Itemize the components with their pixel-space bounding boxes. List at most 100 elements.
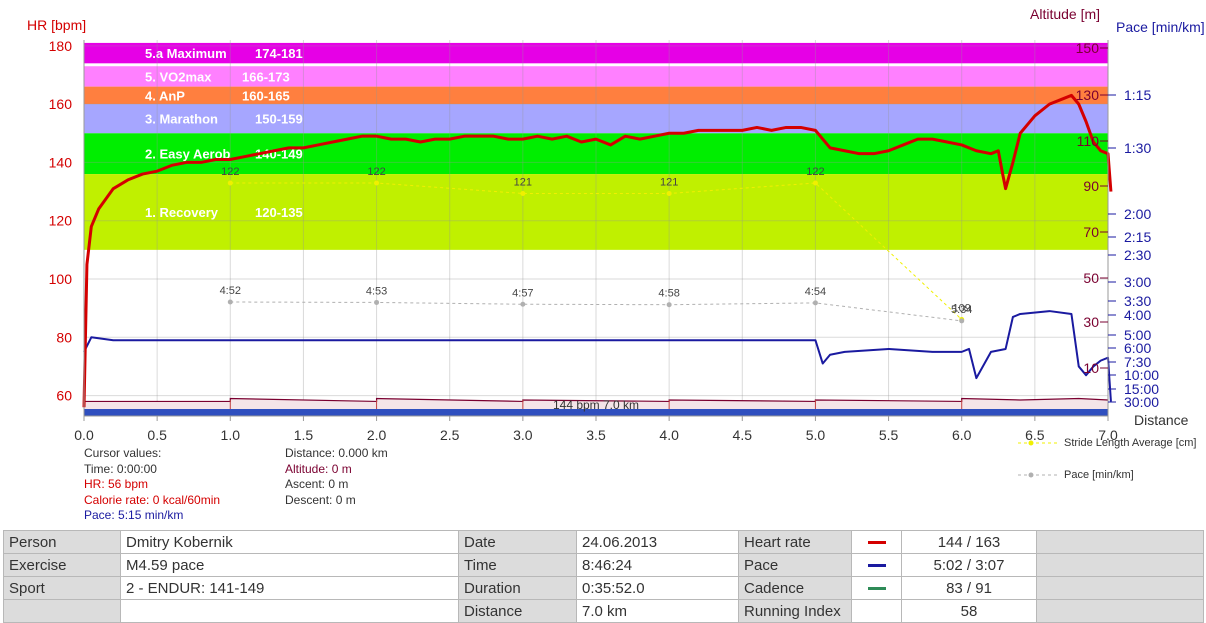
heartrate-label: Heart rate [738,530,852,554]
stride-label: 122 [806,166,824,178]
altitude-tick-label: 90 [1083,178,1099,194]
x-tick-label: 6.0 [952,427,972,443]
altitude-axis-title: Altitude [m] [1030,6,1101,22]
x-axis-title: Distance [1134,412,1189,428]
line-swatch-icon [867,587,886,591]
cursor-time: Time: 0:00:00 [84,461,157,476]
altitude-tick-label: 50 [1083,270,1099,286]
lap-summary-label: 144 bpm 7.0 km [553,398,639,412]
hr-zone-label: 5.a Maximum [145,46,227,61]
person-label: Person [3,530,121,554]
empty-cell [851,599,902,623]
axes: 60 80 100 120 140 160 180 0.0 0.5 1.0 1.5 2.0 2.5 3.0… [49,38,1159,478]
cursor-distance: Distance: 0.000 km [285,446,388,460]
table-row: Person Dmitry Kobernik Date 24.06.2013 H… [3,530,1204,554]
x-tick-label: 5.5 [879,427,899,443]
hr-zone-range: 150-159 [255,112,303,127]
exercise-chart[interactable]: 5.a Maximum 174-181 5. VO2max 166-173 4. AnP… [0,0,1206,530]
exercise-value: M4.59 pace [120,553,459,577]
empty-cell [1036,599,1204,623]
duration-label: Duration [458,576,577,600]
lap-pace-point [666,302,672,308]
time-label: Time [458,553,577,577]
cursor-hr: HR: 56 bpm [84,477,149,491]
empty-cell [120,599,459,623]
altitude-tick-label: 150 [1076,40,1100,56]
heartrate-value: 144 / 163 [901,530,1037,554]
cadence-label: Cadence [738,576,852,600]
x-tick-label: 5.0 [806,427,826,443]
pace-tick-label: 7:30 [1124,354,1151,370]
lap-pace-line [230,301,962,322]
pace-tick-label: 10:00 [1124,367,1159,383]
legend-stride-marker [1028,440,1034,446]
hr-tick-label: 80 [56,329,72,345]
hr-axis-title: HR [bpm] [27,17,87,33]
hr-zone-label: 1. Recovery [145,205,219,220]
pace-tick-label: 2:15 [1124,229,1151,245]
stride-point [666,191,672,196]
pace-tick-label: 1:15 [1124,87,1151,103]
altitude-tick-label: 110 [1077,133,1100,149]
altitude-tick-label: 30 [1083,314,1099,330]
cursor-pace: Pace: 5:15 min/km [84,508,184,522]
cursor-altitude: Altitude: 0 m [285,461,352,476]
lap-pace-label: 4:57 [512,287,533,299]
hr-zone-band [84,174,1108,250]
hr-zone-range: 166-173 [242,69,290,84]
x-tick-label: 4.5 [733,427,753,443]
heartrate-swatch [851,530,902,554]
stride-line [230,182,963,320]
x-tick-label: 2.5 [440,427,460,443]
lap-pace-label: 4:52 [220,285,241,297]
cursor-descent: Descent: 0 m [285,492,356,507]
altitude-tick-label: 10 [1083,360,1099,376]
stride-label: 122 [221,166,239,178]
lap-pace-point [520,301,526,307]
empty-cell [3,599,121,623]
pace-swatch [851,553,902,577]
legend-pace: Pace [min/km] [1064,469,1134,481]
pace-value: 5:02 / 3:07 [901,553,1037,577]
runindex-value: 58 [901,599,1037,623]
hr-tick-label: 160 [49,96,73,112]
stride-label: 121 [514,177,532,189]
duration-value: 0:35:52.0 [576,576,739,600]
x-tick-label: 7.0 [1098,427,1118,443]
pace-tick-label: 3:00 [1124,274,1151,290]
hr-zone-label: 2. Easy Aerob [145,147,231,162]
lap-pace-point [227,299,233,305]
cursor-values-panel-2: Distance: 0.000 km Altitude: 0 m Ascent:… [285,446,388,508]
line-swatch-icon [867,564,886,568]
hr-zone-range: 174-181 [255,46,303,61]
pace-tick-label: 15:00 [1124,381,1159,397]
hr-zone-band [84,86,1108,105]
lap-pace-point [959,318,965,324]
stride-point [520,191,526,196]
legend-pace-marker [1028,472,1034,478]
lap-pace-point [374,299,380,305]
stride-label: 121 [660,177,678,189]
pace-tick-label: 5:00 [1124,327,1151,343]
hr-tick-label: 60 [56,388,72,404]
hr-zone-band [84,104,1108,134]
hr-zones: 5.a Maximum 174-181 5. VO2max 166-173 4. AnP… [84,40,1108,416]
stride-point [812,180,818,186]
x-tick-label: 3.5 [586,427,606,443]
runindex-label: Running Index [738,599,852,623]
sport-label: Sport [3,576,121,600]
lap-pace-label: 4:54 [805,286,826,298]
hr-zone-label: 4. AnP [145,88,185,103]
hr-tick-label: 180 [49,38,73,54]
pace-label: Pace [738,553,852,577]
x-tick-label: 4.0 [659,427,679,443]
lap-pace-point [812,300,818,306]
x-tick-label: 0.5 [147,427,167,443]
x-tick-label: 0.0 [74,427,94,443]
person-value: Dmitry Kobernik [120,530,459,554]
x-tick-label: 6.5 [1025,427,1045,443]
x-tick-label: 2.0 [367,427,387,443]
table-row: Exercise M4.59 pace Time 8:46:24 Pace 5:… [3,553,1204,577]
hr-zone-band [84,66,1108,87]
lap-bar [84,409,1108,416]
